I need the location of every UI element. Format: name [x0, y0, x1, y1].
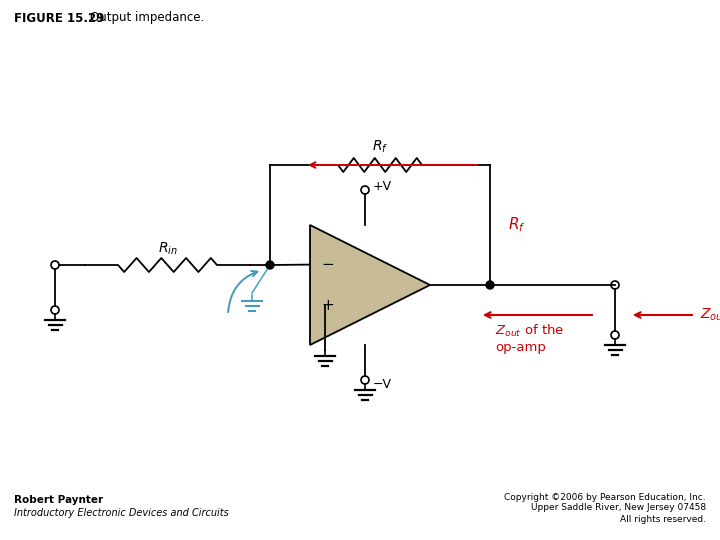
Polygon shape [310, 225, 430, 345]
Text: −: − [322, 257, 334, 272]
Text: All rights reserved.: All rights reserved. [620, 515, 706, 523]
Text: $R_f$: $R_f$ [372, 139, 388, 155]
Text: Introductory Electronic Devices and Circuits: Introductory Electronic Devices and Circ… [14, 508, 229, 518]
Text: $Z_{out}$: $Z_{out}$ [700, 307, 720, 323]
Text: +V: +V [373, 179, 392, 192]
Text: FIGURE 15.29: FIGURE 15.29 [14, 11, 104, 24]
Text: $R_f$: $R_f$ [508, 215, 526, 234]
Text: Output impedance.: Output impedance. [90, 11, 204, 24]
Text: $R_{in}$: $R_{in}$ [158, 241, 177, 257]
Text: Upper Saddle River, New Jersey 07458: Upper Saddle River, New Jersey 07458 [531, 503, 706, 512]
Circle shape [266, 261, 274, 269]
Text: −V: −V [373, 377, 392, 390]
Text: $Z_{out}$ of the
op-amp: $Z_{out}$ of the op-amp [495, 323, 564, 354]
Circle shape [486, 281, 494, 289]
Text: Copyright ©2006 by Pearson Education, Inc.: Copyright ©2006 by Pearson Education, In… [505, 492, 706, 502]
Text: +: + [322, 298, 334, 313]
Text: Robert Paynter: Robert Paynter [14, 495, 103, 505]
